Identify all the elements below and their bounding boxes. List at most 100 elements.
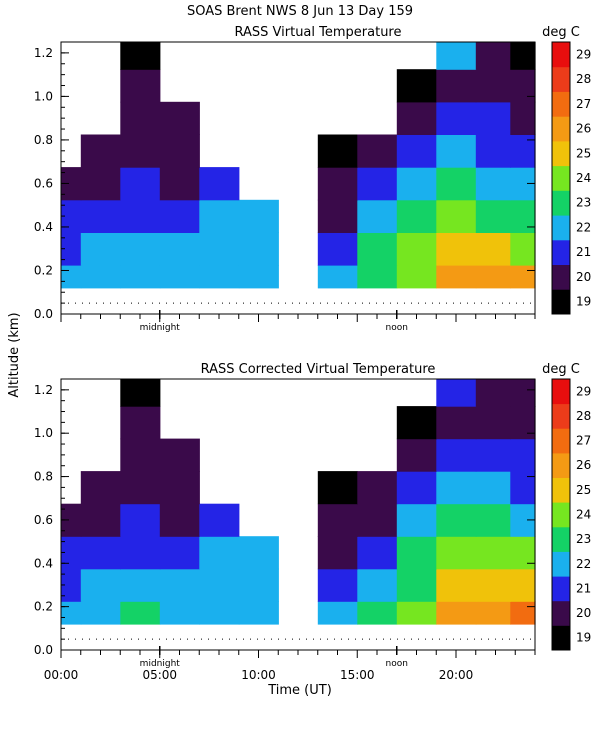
heatmap-cell	[357, 503, 398, 537]
heatmap-cell	[475, 42, 511, 70]
heatmap-cell	[238, 265, 279, 289]
colorbar-label: 28	[576, 409, 591, 423]
heatmap-cell	[475, 568, 511, 602]
x-tick-label: 00:00	[44, 668, 79, 682]
heatmap-cell	[80, 568, 121, 602]
heatmap-cell	[436, 536, 477, 570]
heatmap-cell	[510, 69, 536, 103]
heatmap-cell	[436, 601, 477, 625]
panel-rass-virtual-temperature: RASS Virtual Temperature deg C 0.0 0.2 0.4 0.…	[34, 25, 591, 333]
heatmap-cell	[61, 199, 82, 233]
colorbar-label: 19	[576, 295, 591, 309]
heatmap-cell	[80, 167, 121, 201]
heatmap-cell	[159, 568, 200, 602]
heatmap-cell	[436, 471, 477, 505]
heatmap-cell	[475, 69, 511, 103]
y-tick-label: 0.0	[34, 643, 53, 657]
heatmap-cell	[61, 503, 82, 537]
heatmap-cell	[199, 503, 240, 537]
heatmap-cell	[120, 406, 161, 440]
heatmap-cell	[120, 601, 161, 625]
heatmap-cell	[396, 601, 437, 625]
heatmap-cell	[396, 406, 437, 440]
colorbar-label: 25	[576, 483, 591, 497]
colorbar-swatch	[552, 600, 570, 626]
colorbar-frame	[551, 378, 571, 651]
colorbar-label: 24	[576, 171, 591, 185]
heatmap-cell	[475, 199, 511, 233]
colorbar-label: 23	[576, 196, 591, 210]
colorbar-swatch	[552, 576, 570, 602]
colorbar-label: 24	[576, 508, 591, 522]
colorbar-swatch	[552, 403, 570, 429]
colorbar-swatch	[552, 215, 570, 241]
midnight-label: midnight	[140, 323, 181, 333]
x-tick-label: 10:00	[241, 668, 276, 682]
heatmap-cell	[238, 536, 279, 570]
colorbar-swatch	[552, 452, 570, 478]
heatmap-cell	[120, 101, 161, 135]
heatmap-cell	[475, 438, 511, 472]
heatmap-cell	[199, 536, 240, 570]
colorbar-swatch	[552, 289, 570, 315]
heatmap-cell	[436, 568, 477, 602]
x-tick-label: 05:00	[142, 668, 177, 682]
colorbar-label: 19	[576, 631, 591, 645]
heatmap-cell	[317, 167, 358, 201]
colorbar-label: 22	[576, 220, 591, 234]
heatmap-cell	[120, 536, 161, 570]
heatmap-cell	[357, 536, 398, 570]
heatmap-cell	[61, 167, 82, 201]
heatmap-cell	[357, 471, 398, 505]
colorbar-swatch	[552, 116, 570, 142]
midnight-label: midnight	[140, 659, 181, 669]
heatmap-cell	[357, 568, 398, 602]
colorbar-swatch	[552, 91, 570, 117]
heatmap-cell	[317, 536, 358, 570]
heatmap-cell	[436, 42, 477, 70]
heatmap-cell	[357, 199, 398, 233]
colorbar-label: 20	[576, 606, 591, 620]
colorbar-label: 22	[576, 557, 591, 571]
colorbar-swatch	[552, 502, 570, 528]
heatmap-cell	[120, 471, 161, 505]
heatmap-cell	[80, 471, 121, 505]
heatmap-cell	[61, 568, 82, 602]
heatmap-cell	[510, 42, 536, 70]
colorbar-swatch	[552, 526, 570, 552]
heatmap-cell	[510, 265, 536, 289]
heatmap-cell	[475, 379, 511, 407]
heatmap-cell	[475, 232, 511, 266]
colorbar-swatch	[552, 42, 570, 68]
heatmap-cell	[120, 265, 161, 289]
heatmap-cell	[396, 134, 437, 168]
heatmap-cell	[510, 568, 536, 602]
heatmap-cell	[199, 167, 240, 201]
heatmap-cell	[396, 438, 437, 472]
heatmap-cell	[510, 232, 536, 266]
unit-label: deg C	[542, 362, 580, 377]
heatmap-cell	[357, 167, 398, 201]
y-tick-label: 0.8	[34, 133, 53, 147]
y-tick-label: 0.8	[34, 470, 53, 484]
heatmap-cell	[475, 536, 511, 570]
heatmap-cell	[80, 199, 121, 233]
heatmap-cell	[61, 265, 82, 289]
heatmap-cell	[199, 232, 240, 266]
heatmap-cell	[120, 69, 161, 103]
heatmap-cell	[80, 134, 121, 168]
heatmap-cell	[199, 199, 240, 233]
heatmap-cell	[475, 265, 511, 289]
noon-label: noon	[386, 323, 408, 333]
colorbar-label: 28	[576, 72, 591, 86]
colorbar-label: 23	[576, 532, 591, 546]
heatmap-cell	[510, 438, 536, 472]
y-tick-label: 0.4	[34, 220, 53, 234]
heatmap-cell	[475, 167, 511, 201]
heatmap-cell	[317, 503, 358, 537]
heatmap-cell	[159, 471, 200, 505]
heatmap-cell	[199, 265, 240, 289]
panel-title: RASS Virtual Temperature	[235, 25, 402, 40]
heatmap-cell	[436, 438, 477, 472]
heatmap-cell	[396, 265, 437, 289]
